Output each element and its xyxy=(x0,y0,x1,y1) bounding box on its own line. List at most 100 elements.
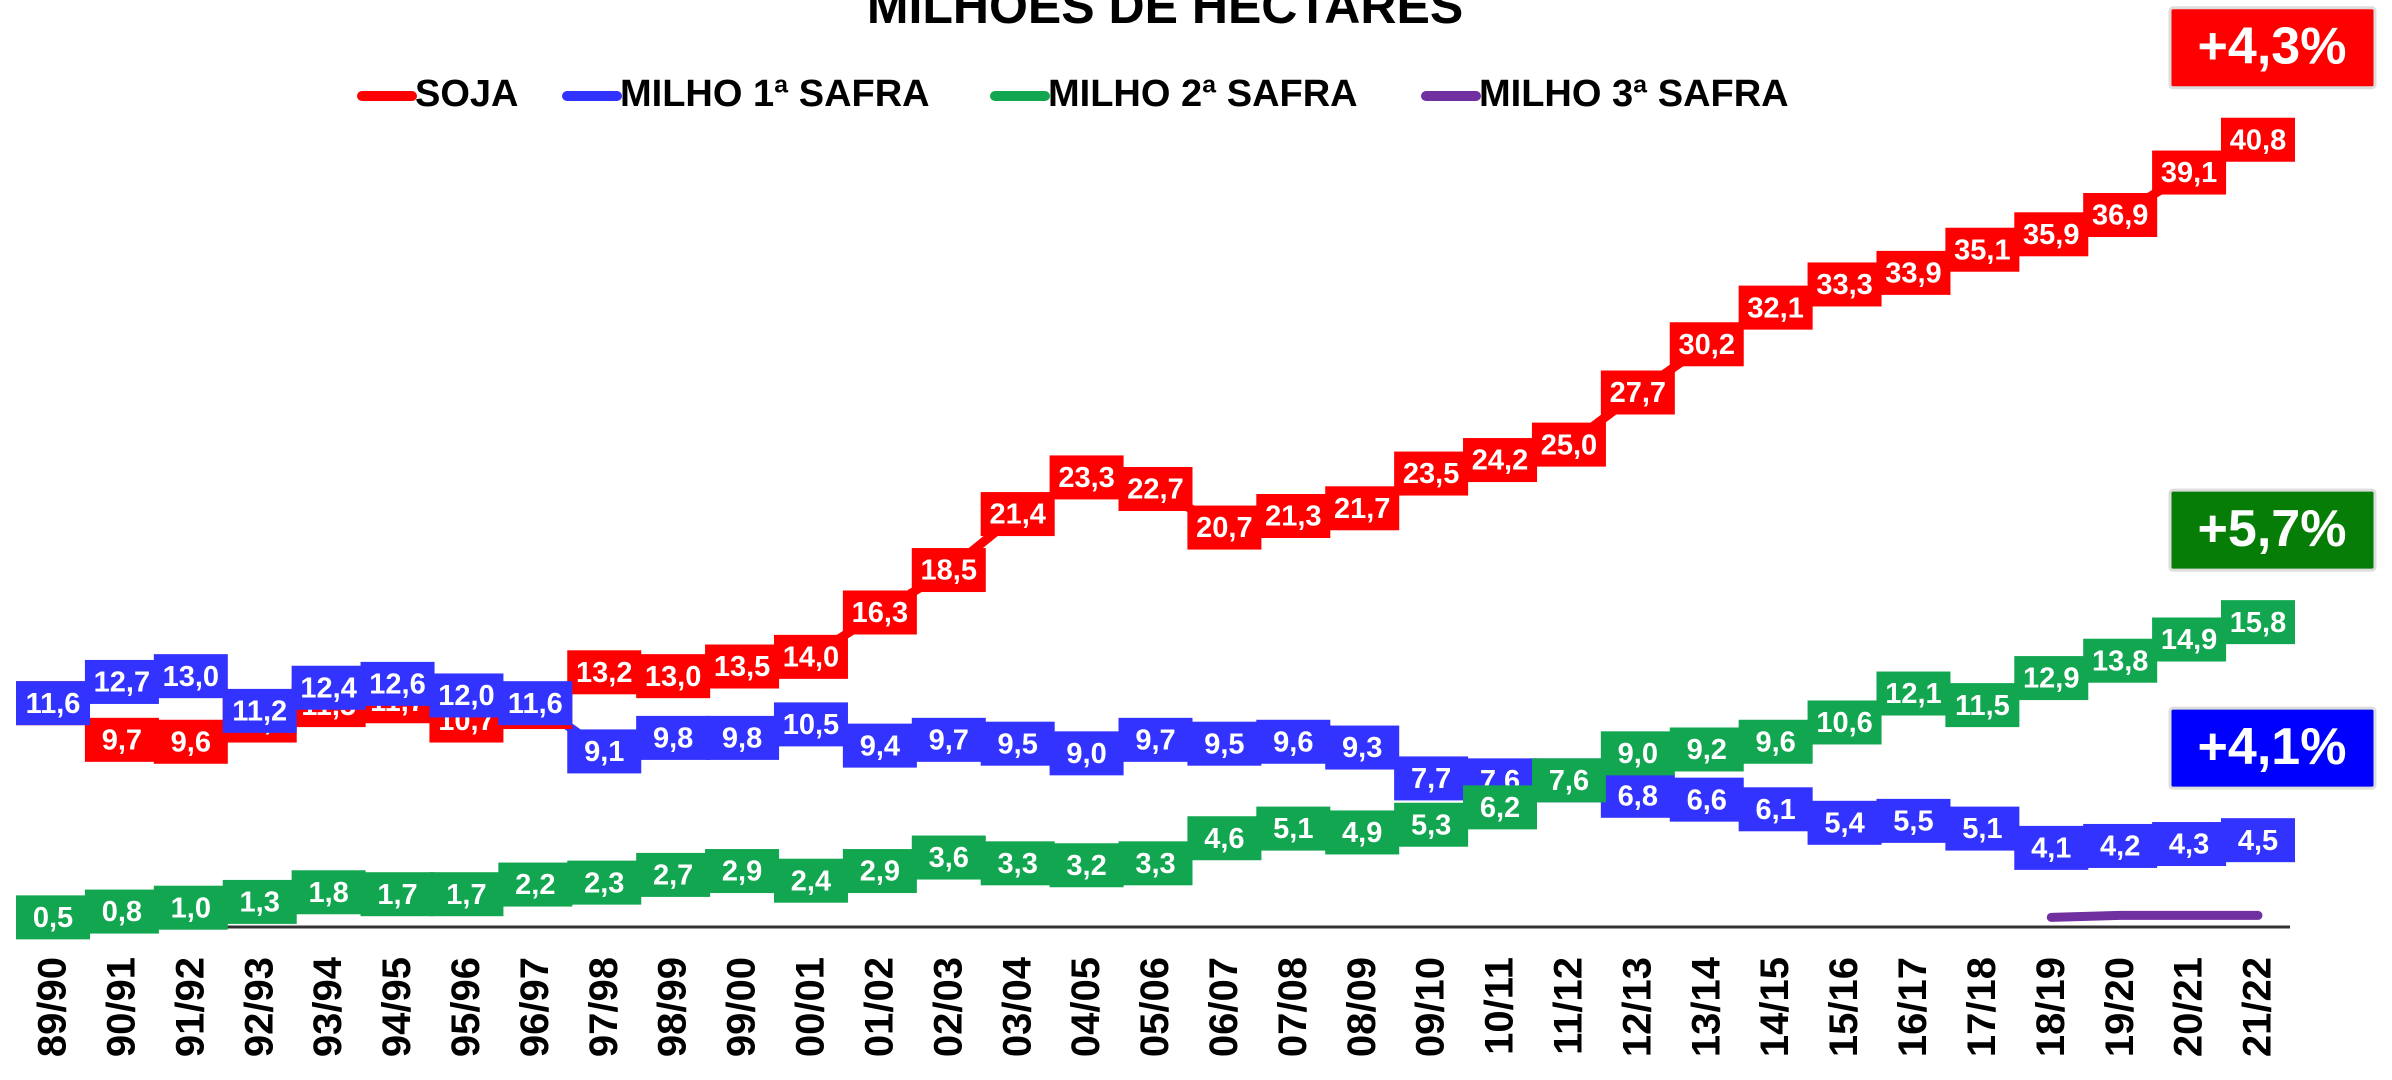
data-label-text: 22,7 xyxy=(1127,474,1183,506)
data-label-text: 1,0 xyxy=(171,892,211,924)
data-label-text: 12,7 xyxy=(94,667,150,699)
data-label-box xyxy=(1945,806,2020,851)
x-tick-label: 06/07 xyxy=(1202,957,1246,1057)
growth-badge xyxy=(2168,706,2377,790)
data-label-box xyxy=(1118,466,1193,511)
data-label-text: 14,9 xyxy=(2161,624,2217,656)
data-label-box xyxy=(291,665,366,710)
data-label-box xyxy=(2083,638,2158,683)
x-tick-label: 20/21 xyxy=(2167,957,2211,1057)
data-label-text: 30,2 xyxy=(1679,329,1735,361)
x-tick-label: 05/06 xyxy=(1133,957,1177,1057)
data-label-box xyxy=(1876,250,1951,295)
data-label-box xyxy=(1738,719,1813,764)
data-label-box xyxy=(705,644,780,689)
data-label: 5,3 xyxy=(1394,802,1469,847)
data-label-box xyxy=(498,862,573,907)
data-label-text: 18,5 xyxy=(921,555,977,587)
data-label-box xyxy=(498,681,573,726)
data-label-box xyxy=(842,590,917,635)
x-tick-label: 11/12 xyxy=(1547,957,1591,1055)
x-tick-label: 13/14 xyxy=(1684,956,1728,1057)
data-label-box xyxy=(1738,285,1813,330)
data-label: 2,4 xyxy=(773,858,848,903)
data-label-box xyxy=(1945,227,2020,272)
data-label-box xyxy=(636,852,711,897)
data-label: 3,6 xyxy=(911,835,986,880)
growth-label: +4,1% xyxy=(2198,718,2347,776)
data-label-text: 13,2 xyxy=(576,657,632,689)
data-label: 7,7 xyxy=(1394,756,1469,801)
x-tick-label: 96/97 xyxy=(513,957,557,1057)
data-label: 7,6 xyxy=(1531,758,1606,803)
data-label-box xyxy=(84,889,159,934)
data-label: 27,7 xyxy=(1600,370,1675,415)
x-tick-label: 07/08 xyxy=(1271,957,1315,1057)
data-label-box xyxy=(1049,731,1124,776)
data-label-box xyxy=(1463,785,1538,830)
data-label-text: 6,8 xyxy=(1618,780,1658,812)
data-label-text: 0,5 xyxy=(33,902,73,934)
data-label: 5,4 xyxy=(1807,800,1882,845)
data-label-text: 0,8 xyxy=(102,896,142,928)
data-label: 9,8 xyxy=(705,715,780,760)
data-label: 13,2 xyxy=(567,650,642,695)
data-label-box xyxy=(1256,806,1331,851)
data-label-text: 5,4 xyxy=(1824,807,1864,839)
data-label: 1,7 xyxy=(360,872,435,917)
chart-title: MILHÕES DE HECTARES xyxy=(867,0,1463,34)
data-label-text: 9,1 xyxy=(584,736,624,768)
data-label: 9,3 xyxy=(1325,725,1400,770)
data-label: 9,6 xyxy=(153,719,228,764)
data-label: 0,8 xyxy=(84,889,159,934)
data-label-text: 9,6 xyxy=(1273,726,1313,758)
x-tick-label: 19/20 xyxy=(2098,957,2142,1057)
data-label-box xyxy=(1394,756,1469,801)
data-label: 11,6 xyxy=(16,681,90,726)
x-tick-label: 10/11 xyxy=(1478,957,1522,1055)
data-label-box xyxy=(153,719,228,764)
data-label-text: 40,8 xyxy=(2230,124,2286,156)
data-label-text: 9,0 xyxy=(1618,738,1658,770)
data-label: 3,2 xyxy=(1049,843,1124,888)
data-label-box xyxy=(360,872,435,917)
data-label: 4,6 xyxy=(1187,816,1262,861)
data-label: 0,5 xyxy=(16,895,90,940)
data-label-text: 12,9 xyxy=(2023,663,2079,695)
data-label-box xyxy=(2083,192,2158,237)
data-label-box xyxy=(1600,773,1675,818)
x-tick-label: 08/09 xyxy=(1340,957,1384,1057)
data-label: 2,9 xyxy=(705,849,780,894)
data-label: 12,7 xyxy=(84,659,159,704)
data-label-text: 2,7 xyxy=(653,860,693,892)
data-label-text: 9,5 xyxy=(998,728,1038,760)
data-label: 12,0 xyxy=(429,673,504,718)
data-label-box xyxy=(1669,727,1744,772)
data-label-text: 13,8 xyxy=(2092,645,2148,677)
x-tick-label: 92/93 xyxy=(237,957,281,1057)
data-label-box xyxy=(980,492,1055,537)
data-label-text: 2,3 xyxy=(584,867,624,899)
data-label-box xyxy=(2152,822,2227,867)
data-label-box xyxy=(1049,455,1124,500)
data-label-text: 6,2 xyxy=(1480,792,1520,824)
data-label: 35,9 xyxy=(2014,212,2089,257)
data-label-text: 5,3 xyxy=(1411,809,1451,841)
data-label-text: 9,4 xyxy=(860,730,900,762)
data-label-text: 35,1 xyxy=(1954,234,2010,266)
data-label-box xyxy=(911,835,986,880)
data-label-box xyxy=(636,654,711,699)
data-label: 13,5 xyxy=(705,644,780,689)
data-label-box xyxy=(636,715,711,760)
data-label-text: 7,7 xyxy=(1411,763,1451,795)
data-label: 12,1 xyxy=(1876,671,1951,716)
data-label: 23,5 xyxy=(1394,451,1469,496)
data-label: 5,1 xyxy=(1256,806,1331,851)
data-label: 15,8 xyxy=(2221,600,2295,645)
data-label-box xyxy=(153,654,228,699)
data-label-text: 24,2 xyxy=(1472,445,1528,477)
data-label-text: 23,5 xyxy=(1403,458,1459,490)
x-tick-label: 98/99 xyxy=(651,957,695,1057)
data-label-text: 9,5 xyxy=(1204,728,1244,760)
